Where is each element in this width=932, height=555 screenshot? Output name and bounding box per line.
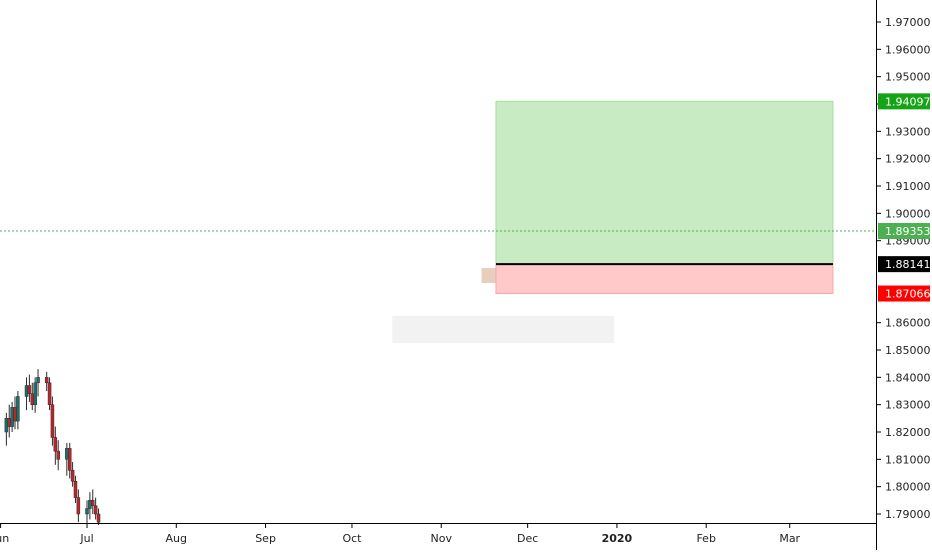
candle-body[interactable] [56,450,60,460]
stop-price-label: 1.87066 [885,288,931,301]
y-tick-label: 1.82000 [885,426,931,439]
x-tick-label: Jun [0,532,9,545]
current-price-label: 1.89353 [885,225,931,238]
x-tick-label: Sep [255,532,276,545]
y-tick-label: 1.97000 [885,16,931,29]
candle-body[interactable] [91,500,95,507]
x-tick-label: Feb [696,532,715,545]
x-tick-label: Oct [342,532,362,545]
y-tick-label: 1.79000 [885,508,931,521]
x-tick-label: Jul [79,532,93,545]
candle-body[interactable] [88,500,92,509]
stop-price-badge [878,285,930,302]
candle-body[interactable] [4,418,9,433]
candles-layer [4,369,101,525]
candle-body[interactable] [53,437,58,452]
candle-body[interactable] [50,404,55,438]
y-tick-label: 1.96000 [885,43,931,56]
y-tick-label: 1.86000 [885,317,931,330]
loss-zone[interactable] [495,263,834,295]
time-axis: Jun Jul Aug Sep Oct Nov Dec 2020 Feb Mar [0,524,801,545]
price-labels: 1.94097 1.89353 1.88141 1.87066 [878,93,931,302]
x-tick-label: 2020 [602,532,633,545]
candle-body[interactable] [27,385,32,394]
candle-body[interactable] [67,448,72,471]
demand-zone [392,315,615,344]
candle-body[interactable] [93,505,98,515]
y-tick-label: 1.92000 [885,153,931,166]
x-tick-label: Aug [166,532,187,545]
target-price-label: 1.94097 [885,95,931,108]
candle-body[interactable] [36,377,40,384]
y-tick-label: 1.85000 [885,344,931,357]
candle-body[interactable] [96,513,101,523]
x-tick-label: Nov [431,532,453,545]
candle-body[interactable] [16,396,20,422]
profit-zone[interactable] [495,100,834,265]
candle-body[interactable] [47,382,52,405]
candle-body[interactable] [13,407,17,422]
position-layer [495,100,834,295]
y-tick-label: 1.81000 [885,453,931,466]
target-price-badge [878,93,930,110]
current-price-badge [878,223,930,240]
x-tick-label: Mar [779,532,800,545]
y-tick-label: 1.83000 [885,399,931,412]
y-tick-label: 1.90000 [885,207,931,220]
candle-body[interactable] [44,377,49,384]
x-tick-label: Dec [517,532,538,545]
candle-body[interactable] [70,470,75,482]
y-tick-label: 1.80000 [885,481,931,494]
candle-body[interactable] [65,448,69,460]
entry-price-label: 1.88141 [885,258,931,271]
candle-body[interactable] [76,497,81,515]
candle-body[interactable] [73,480,78,498]
y-tick-label: 1.91000 [885,180,931,193]
y-tick-label: 1.93000 [885,125,931,138]
candle-body[interactable] [7,418,11,427]
candle-body[interactable] [85,508,89,515]
candle-body[interactable] [33,382,37,405]
entry-price-badge [878,256,930,273]
candle-body[interactable] [24,385,29,397]
candle-body[interactable] [30,393,35,405]
candle-body[interactable] [10,407,14,427]
y-tick-label: 1.84000 [885,371,931,384]
y-tick-label: 1.95000 [885,71,931,84]
